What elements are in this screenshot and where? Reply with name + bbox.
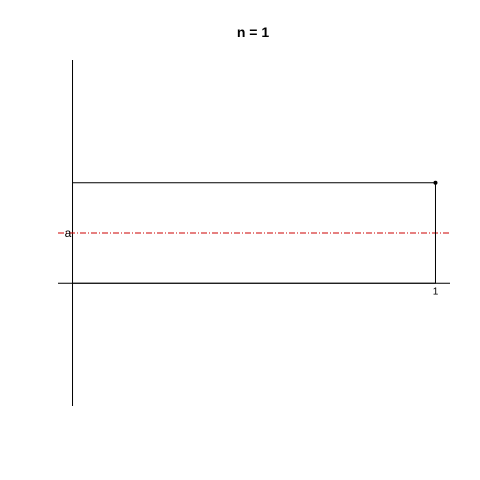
series-line [72, 182, 436, 284]
reference-line-label: a [65, 226, 72, 240]
endpoint-point [433, 180, 438, 185]
x-tick-label: 1 [433, 286, 439, 297]
chart-title: n = 1 [237, 24, 270, 40]
x-tick-labels: 1 [433, 286, 439, 297]
